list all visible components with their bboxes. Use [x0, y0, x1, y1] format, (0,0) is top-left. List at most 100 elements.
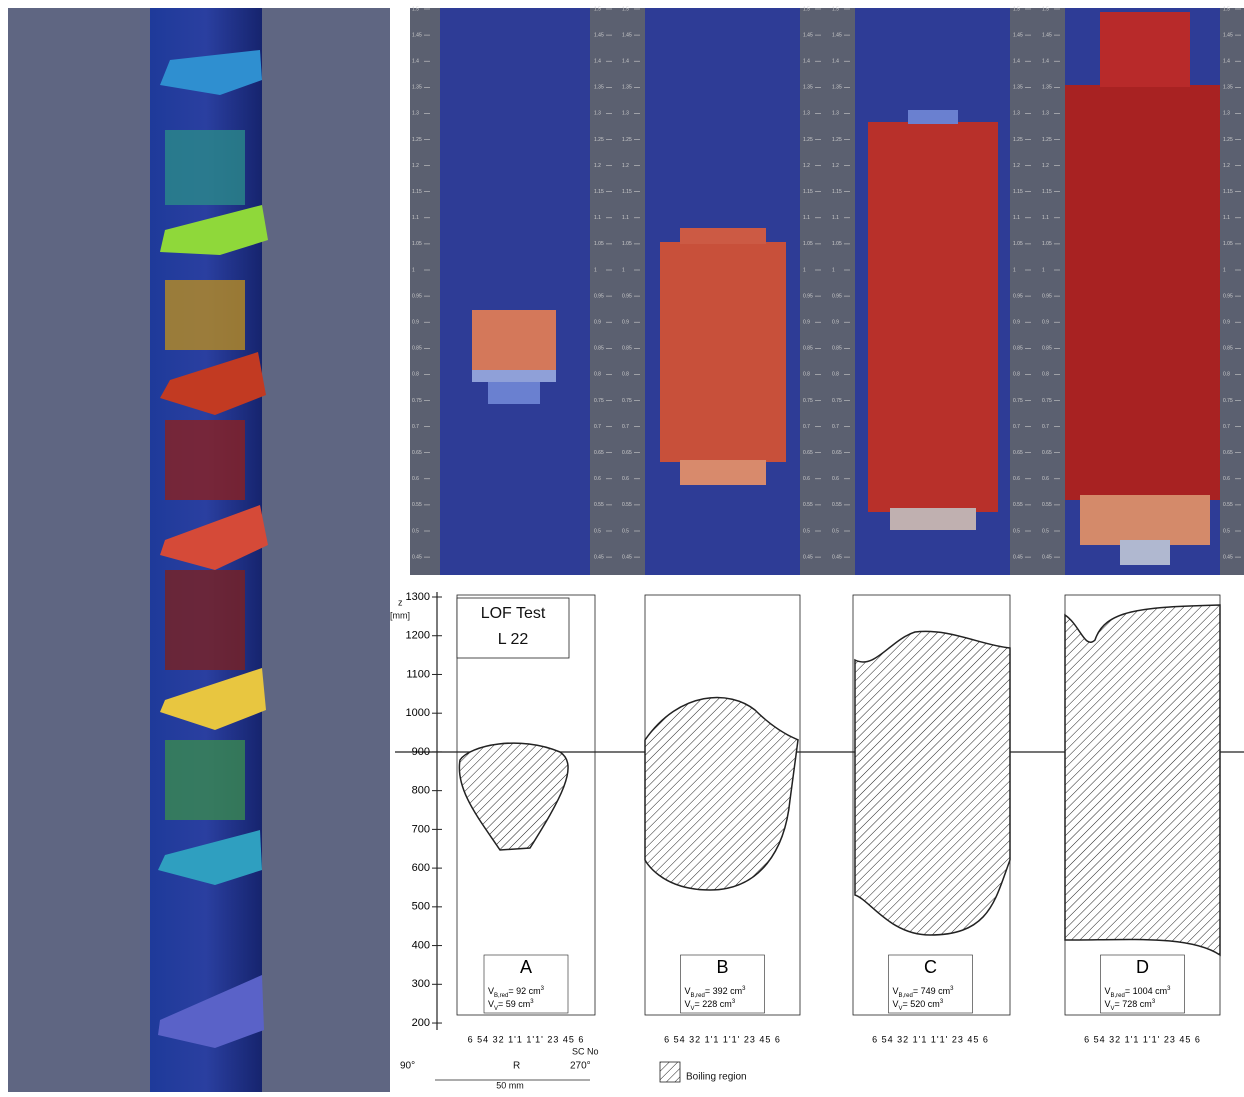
tick-label: 1.05 [832, 241, 842, 247]
tick-label: 0.5 [832, 528, 839, 534]
tick-label: 0.75 [622, 398, 632, 404]
y-tick-label: 300 [412, 978, 430, 990]
y-tick-label: 1000 [406, 707, 430, 719]
tick-label: 1.2 [622, 163, 629, 169]
tick-label: 0.5 [1223, 528, 1230, 534]
tick-label: 0.7 [1042, 424, 1049, 430]
tick-label: 0.7 [622, 424, 629, 430]
tick-label: 0.8 [1013, 372, 1020, 378]
y-tick-label: 600 [412, 862, 430, 874]
tick-label: 0.8 [622, 372, 629, 378]
tick-label: 0.9 [1013, 320, 1020, 326]
tick-label: 1.15 [803, 189, 813, 195]
tick-label: 1.5 [1013, 6, 1020, 12]
tick-label: 1.2 [803, 163, 810, 169]
y-tick-label: 1100 [406, 668, 430, 680]
y-tick-label: 1300 [406, 591, 430, 603]
angle-right: 270° [570, 1061, 591, 1072]
tick-label: 1.1 [1042, 215, 1049, 221]
tick-label: 1.45 [622, 32, 632, 38]
tick-label: 1.15 [594, 189, 604, 195]
tick-label: 0.45 [1223, 554, 1233, 560]
panel-label: A [520, 957, 532, 977]
tick-label: 1.5 [622, 6, 629, 12]
volume-part: = 1004 cm [1125, 986, 1167, 996]
tick-label: 1.25 [1013, 137, 1023, 143]
tick-label: 1.5 [1223, 6, 1230, 12]
tick-label: 0.85 [803, 346, 813, 352]
tick-label: 1.45 [412, 32, 422, 38]
tick-label: 1.35 [622, 85, 632, 91]
tick-label: 1.2 [594, 163, 601, 169]
tick-label: 1.3 [594, 111, 601, 117]
tick-label: 0.7 [832, 424, 839, 430]
tick-label: 1.25 [803, 137, 813, 143]
tick-label: 0.85 [832, 346, 842, 352]
axis-symbol: z [398, 597, 403, 607]
tick-label: 1.45 [1042, 32, 1052, 38]
tick-label: 0.5 [622, 528, 629, 534]
y-tick-label: 500 [412, 901, 430, 913]
volume-part: B,red [899, 993, 913, 999]
tick-label: 1.25 [1042, 137, 1052, 143]
tick-label: 0.65 [803, 450, 813, 456]
tick-label: 0.7 [594, 424, 601, 430]
tick-label: 0.65 [594, 450, 604, 456]
tick-label: 0.5 [412, 528, 419, 534]
tick-label: 0.45 [803, 554, 813, 560]
tick-label: 0.85 [1042, 346, 1052, 352]
tick-label: 1.45 [803, 32, 813, 38]
tick-label: 0.9 [803, 320, 810, 326]
tick-label: 0.75 [803, 398, 813, 404]
volume-part: B,red [691, 993, 705, 999]
tick-label: 1.25 [1223, 137, 1233, 143]
tick-label: 1.35 [1042, 85, 1052, 91]
sc-axis: 6 54 32 1'1 1'1' 23 45 6 [1084, 1034, 1201, 1044]
tick-label: 0.8 [1042, 372, 1049, 378]
tick-label: 0.65 [832, 450, 842, 456]
tick-label: 0.55 [1042, 502, 1052, 508]
tick-label: 0.55 [1013, 502, 1023, 508]
tick-label: 1.1 [622, 215, 629, 221]
rod-bundle-view [8, 8, 390, 1092]
tick-label: 1.4 [622, 59, 629, 65]
tick-label: 0.65 [1223, 450, 1233, 456]
sc-axis: 6 54 32 1'1 1'1' 23 45 6 [468, 1034, 585, 1044]
tick-label: 0.85 [412, 346, 422, 352]
tick-label: 0.45 [622, 554, 632, 560]
simulation-panels [410, 8, 1244, 575]
tick-label: 1.4 [803, 59, 810, 65]
tick-label: 1.5 [1042, 6, 1049, 12]
tick-label: 0.55 [622, 502, 632, 508]
volume-part: B,red [494, 993, 508, 999]
tick-label: 1 [1223, 267, 1226, 273]
tick-label: 1.05 [1223, 241, 1233, 247]
tick-label: 0.95 [412, 293, 422, 299]
tick-label: 0.75 [1223, 398, 1233, 404]
tick-label: 1.45 [1013, 32, 1023, 38]
tick-label: 0.85 [1223, 346, 1233, 352]
tick-label: 0.9 [832, 320, 839, 326]
tick-label: 1.4 [1223, 59, 1230, 65]
tick-label: 1 [594, 267, 597, 273]
tick-label: 1.05 [594, 241, 604, 247]
tick-label: 0.6 [412, 476, 419, 482]
tick-label: 1.15 [622, 189, 632, 195]
tick-label: 1.4 [1042, 59, 1049, 65]
tick-label: 1 [412, 267, 415, 273]
tick-label: 0.9 [1042, 320, 1049, 326]
panel-label: C [924, 957, 937, 977]
tick-label: 1.25 [412, 137, 422, 143]
tick-label: 1.35 [412, 85, 422, 91]
tick-label: 1.3 [803, 111, 810, 117]
tick-label: 0.55 [803, 502, 813, 508]
tick-label: 0.9 [594, 320, 601, 326]
tick-label: 1.5 [594, 6, 601, 12]
tick-label: 0.85 [622, 346, 632, 352]
tick-label: 0.55 [412, 502, 422, 508]
tick-label: 1.1 [803, 215, 810, 221]
tick-label: 1.05 [803, 241, 813, 247]
tick-label: 1.45 [832, 32, 842, 38]
tick-label: 1.3 [1042, 111, 1049, 117]
tick-label: 0.55 [594, 502, 604, 508]
